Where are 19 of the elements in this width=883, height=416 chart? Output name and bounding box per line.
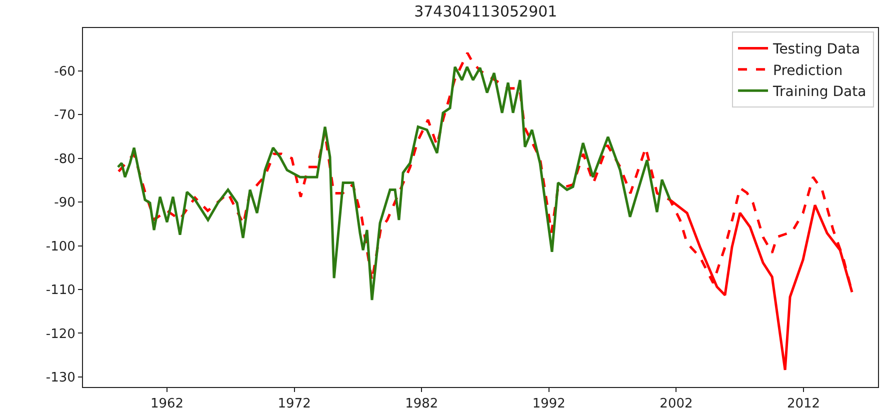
y-tick-label: -80: [54, 152, 76, 167]
line-series: [116, 66, 672, 302]
y-tick-label: -70: [54, 108, 76, 124]
x-tick-label: 1992: [532, 396, 566, 412]
chart-title: 374304113052901: [414, 2, 558, 21]
x-tick-label: 1982: [405, 396, 438, 412]
y-tick-label: -110: [46, 283, 76, 298]
y-tick-label: -120: [46, 326, 76, 342]
x-tick-label: 1962: [150, 396, 184, 412]
legend-label: Testing Data: [772, 42, 860, 58]
y-tick-label: -100: [46, 239, 76, 254]
y-tick-label: -130: [46, 370, 76, 386]
x-tick-label: 1972: [278, 396, 311, 412]
legend-label: Training Data: [772, 84, 866, 100]
y-tick-label: -90: [54, 196, 76, 211]
x-tick-label: 2012: [786, 396, 820, 412]
x-tick-label: 2002: [660, 396, 693, 412]
y-tick-label: -60: [54, 64, 76, 80]
legend-label: Prediction: [773, 62, 843, 79]
